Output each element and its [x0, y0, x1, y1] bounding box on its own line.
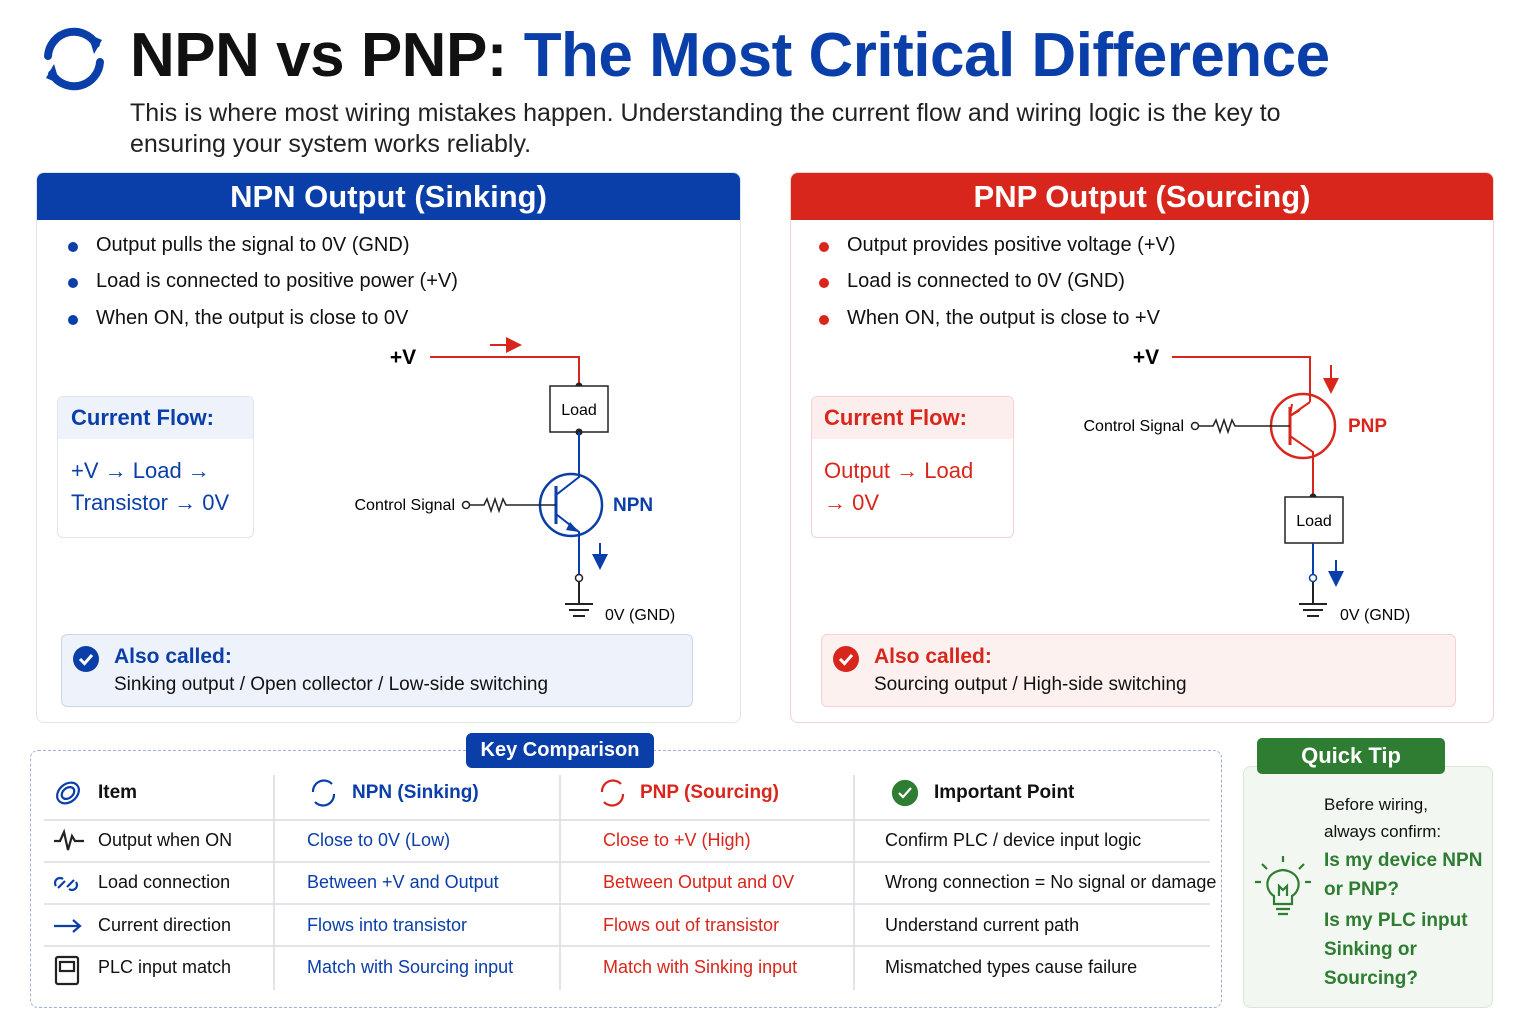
also-called-box: Also called: Sourcing output / High-side…: [821, 634, 1456, 707]
control-label: Control Signal: [1084, 418, 1185, 435]
current-flow-box: Current Flow: Output → Load → 0V: [811, 396, 1014, 538]
subtitle: This is where most wiring mistakes happe…: [130, 99, 1281, 158]
supply-label: +V: [390, 346, 416, 369]
check-icon: [833, 646, 859, 672]
table-cell: Match with Sourcing input: [307, 957, 514, 977]
load-label: Load: [561, 402, 597, 419]
load-label: Load: [1296, 513, 1332, 530]
table-cell: Between +V and Output: [307, 872, 499, 892]
title-part: NPN vs PNP:: [130, 21, 507, 90]
table-cell: Output when ON: [98, 830, 233, 850]
table-cell: Understand current path: [885, 915, 1080, 935]
table-cell: Current direction: [98, 915, 232, 935]
transistor-label: NPN: [613, 495, 653, 516]
table-cell: Close to +V (High): [603, 830, 751, 850]
table-cell: Between Output and 0V: [603, 872, 795, 892]
check-icon: [73, 646, 99, 672]
bullet: When ON, the output is close to +V: [819, 307, 1160, 329]
title: NPN vs PNP: The Most Critical Difference: [130, 20, 1330, 91]
panel-title: NPN Output (Sinking): [37, 173, 740, 220]
also-called-label: Also called:: [114, 645, 232, 668]
panel-title: PNP Output (Sourcing): [791, 173, 1493, 220]
tip-intro: Before wiring, always confirm:: [1324, 795, 1442, 841]
current-flow-text: Output → Load → 0V: [824, 458, 974, 515]
title-part: The Most Critical Difference: [523, 21, 1330, 90]
current-flow-box: Current Flow: +V → Load → Transistor → 0…: [57, 396, 254, 538]
bullet: Load is connected to positive power (+V): [68, 270, 458, 292]
ground-label: 0V (GND): [605, 607, 675, 624]
table-cell: Match with Sinking input: [603, 957, 798, 977]
table-cell: Load connection: [98, 872, 231, 892]
table-cell: Wrong connection = No signal or damage: [885, 872, 1217, 892]
also-called-label: Also called:: [874, 645, 992, 668]
table-cell: PLC input match: [98, 957, 232, 977]
table-header: Important Point: [934, 782, 1075, 803]
refresh-icon: [44, 27, 104, 91]
table-cell: Confirm PLC / device input logic: [885, 830, 1142, 850]
bullet: Output pulls the signal to 0V (GND): [67, 234, 410, 256]
bulb-icon: [1255, 856, 1311, 916]
current-flow-label: Current Flow:: [812, 397, 1013, 439]
tip-question: Is my device NPN or PNP?: [1324, 850, 1483, 900]
table-lines: [44, 775, 1210, 990]
comparison-title: Key Comparison: [466, 733, 654, 768]
also-called-text: Sourcing output / High-side switching: [874, 674, 1187, 695]
bullet: Load is connected to 0V (GND): [819, 270, 1125, 292]
pnp-circuit: +V Control Signal PNP Load 0V (GND): [1084, 346, 1411, 624]
table-header: PNP (Sourcing): [640, 782, 779, 803]
supply-label: +V: [1133, 346, 1159, 369]
control-label: Control Signal: [355, 497, 456, 514]
table-cell: Flows out of transistor: [603, 915, 780, 935]
tip-title: Quick Tip: [1257, 738, 1445, 774]
transistor-label: PNP: [1348, 416, 1387, 437]
also-called-text: Sinking output / Open collector / Low-si…: [114, 674, 549, 695]
table-header: NPN (Sinking): [352, 782, 479, 803]
tip-question: Is my PLC input Sinking or Sourcing?: [1324, 910, 1468, 989]
current-flow-label: Current Flow:: [58, 397, 253, 439]
table-cell: Close to 0V (Low): [307, 830, 451, 850]
ground-label: 0V (GND): [1340, 607, 1410, 624]
table-cell: Mismatched types cause failure: [885, 957, 1138, 977]
also-called-box: Also called: Sinking output / Open colle…: [61, 634, 693, 707]
bullet: When ON, the output is close to 0V: [67, 307, 409, 329]
table-header: Item: [98, 782, 138, 803]
npn-circuit: +V Load Control Signal NPN 0V (GND): [355, 337, 675, 624]
bullet: Output provides positive voltage (+V): [819, 234, 1176, 256]
current-flow-text: +V → Load → Transistor → 0V: [71, 458, 230, 515]
table-cell: Flows into transistor: [307, 915, 468, 935]
circuits: +V Load Control Signal NPN 0V (GND) +V C…: [355, 337, 1411, 624]
